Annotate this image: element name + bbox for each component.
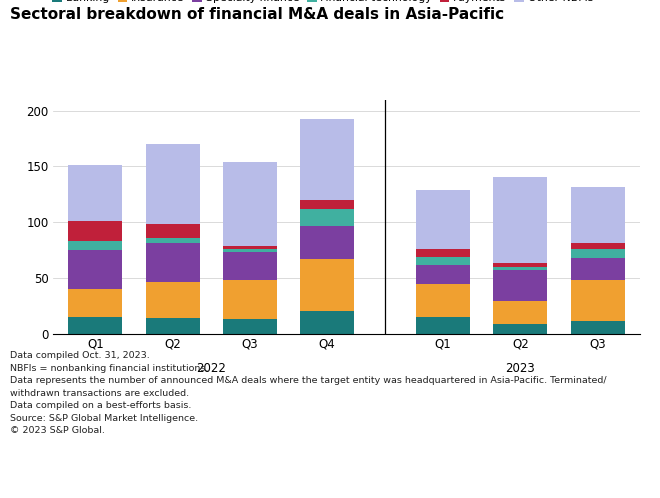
Bar xyxy=(416,264,470,283)
Bar xyxy=(300,311,354,334)
Bar xyxy=(571,258,625,280)
Bar xyxy=(223,280,277,319)
Bar xyxy=(300,119,354,200)
Bar xyxy=(493,301,547,324)
Bar xyxy=(146,318,199,334)
Bar xyxy=(416,249,470,257)
Bar xyxy=(300,226,354,259)
Bar xyxy=(68,289,122,317)
Bar xyxy=(571,244,625,249)
Bar xyxy=(571,249,625,258)
Bar xyxy=(493,176,547,263)
Bar xyxy=(68,165,122,221)
Text: 2023: 2023 xyxy=(506,362,535,375)
Bar xyxy=(300,209,354,226)
Bar xyxy=(146,225,199,238)
Bar xyxy=(223,319,277,334)
Bar xyxy=(416,317,470,334)
Bar xyxy=(146,244,199,282)
Text: Sectoral breakdown of financial M&A deals in Asia-Pacific: Sectoral breakdown of financial M&A deal… xyxy=(10,7,504,22)
Bar xyxy=(416,257,470,264)
Bar xyxy=(416,283,470,317)
Bar xyxy=(493,267,547,270)
Text: 2022: 2022 xyxy=(196,362,226,375)
Bar xyxy=(146,238,199,244)
Bar xyxy=(300,259,354,311)
Bar xyxy=(146,144,199,225)
Bar xyxy=(68,250,122,289)
Bar xyxy=(300,200,354,209)
Bar xyxy=(223,162,277,246)
Text: Data compiled Oct. 31, 2023.
NBFIs = nonbanking financial institutions.
Data rep: Data compiled Oct. 31, 2023. NBFIs = non… xyxy=(10,351,607,435)
Bar xyxy=(493,324,547,334)
Bar xyxy=(223,249,277,252)
Bar xyxy=(416,190,470,249)
Bar xyxy=(68,221,122,241)
Bar xyxy=(223,252,277,280)
Bar xyxy=(493,270,547,301)
Bar xyxy=(68,241,122,250)
Bar xyxy=(571,280,625,321)
Bar xyxy=(571,321,625,334)
Legend: Banking, Insurance, Specialty finance, Financial technology, Payments, Other NBF: Banking, Insurance, Specialty finance, F… xyxy=(52,0,593,3)
Bar xyxy=(68,317,122,334)
Bar xyxy=(223,246,277,249)
Bar xyxy=(571,187,625,244)
Bar xyxy=(493,263,547,267)
Bar xyxy=(146,282,199,318)
